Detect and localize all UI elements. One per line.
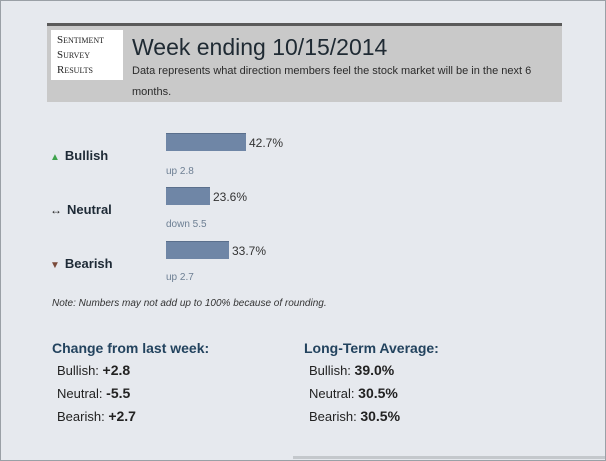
bar-value-neutral: 23.6% bbox=[213, 190, 248, 204]
arrow-left-right-icon: ↔ bbox=[50, 203, 62, 217]
bullish-label: Bullish bbox=[64, 148, 109, 163]
bar-bullish bbox=[166, 133, 246, 151]
average-bullish-label: Bullish: bbox=[309, 363, 351, 378]
change-bullish: Bullish: +2.8 bbox=[57, 362, 130, 378]
rounding-note: Note: Numbers may not add up to 100% bec… bbox=[52, 298, 327, 309]
average-bearish: Bearish: 30.5% bbox=[309, 408, 400, 424]
bar-bearish bbox=[166, 241, 229, 259]
bar-change-bearish: up 2.7 bbox=[166, 272, 194, 283]
bearish-label: Bearish bbox=[64, 256, 113, 271]
row-label-neutral: ↔ Neutral bbox=[50, 202, 112, 217]
row-label-bearish: ▼ Bearish bbox=[50, 256, 113, 271]
bar-change-bullish: up 2.8 bbox=[166, 166, 194, 177]
survey-header: Sentiment Survey Results Week ending 10/… bbox=[47, 26, 562, 102]
change-bearish: Bearish: +2.7 bbox=[57, 408, 136, 424]
change-bullish-value: +2.8 bbox=[102, 362, 131, 378]
change-neutral: Neutral: -5.5 bbox=[57, 385, 130, 401]
change-neutral-value: -5.5 bbox=[106, 385, 131, 401]
page-title: Week ending 10/15/2014 bbox=[132, 34, 388, 60]
neutral-label: Neutral bbox=[67, 202, 112, 217]
average-bearish-label: Bearish: bbox=[309, 409, 357, 424]
logo-line-3: Results bbox=[57, 64, 93, 76]
bar-neutral bbox=[166, 187, 210, 205]
logo-line-1: Sentiment bbox=[57, 34, 104, 46]
bar-value-bullish: 42.7% bbox=[249, 136, 284, 150]
sentiment-survey-logo: Sentiment Survey Results bbox=[51, 30, 123, 80]
change-bearish-value: +2.7 bbox=[108, 408, 136, 424]
average-bullish-value: 39.0% bbox=[354, 362, 395, 378]
change-bullish-label: Bullish: bbox=[57, 363, 99, 378]
change-bearish-label: Bearish: bbox=[57, 409, 105, 424]
header-description: Data represents what direction members f… bbox=[132, 65, 532, 98]
row-label-bullish: ▲ Bullish bbox=[50, 148, 108, 163]
average-neutral-label: Neutral: bbox=[309, 386, 355, 401]
arrow-up-icon: ▲ bbox=[50, 152, 60, 163]
average-neutral-value: 30.5% bbox=[358, 385, 398, 401]
header-top-rule bbox=[47, 23, 562, 26]
average-neutral: Neutral: 30.5% bbox=[309, 385, 398, 401]
long-term-average-title: Long-Term Average: bbox=[304, 340, 439, 356]
average-bullish: Bullish: 39.0% bbox=[309, 362, 394, 378]
bar-change-neutral: down 5.5 bbox=[166, 219, 207, 230]
arrow-down-icon: ▼ bbox=[50, 260, 60, 271]
logo-line-2: Survey bbox=[57, 49, 91, 61]
bar-value-bearish: 33.7% bbox=[232, 244, 267, 258]
change-from-last-week-title: Change from last week: bbox=[52, 340, 210, 356]
average-bearish-value: 30.5% bbox=[360, 408, 401, 424]
change-neutral-label: Neutral: bbox=[57, 386, 103, 401]
bottom-divider bbox=[293, 456, 605, 459]
